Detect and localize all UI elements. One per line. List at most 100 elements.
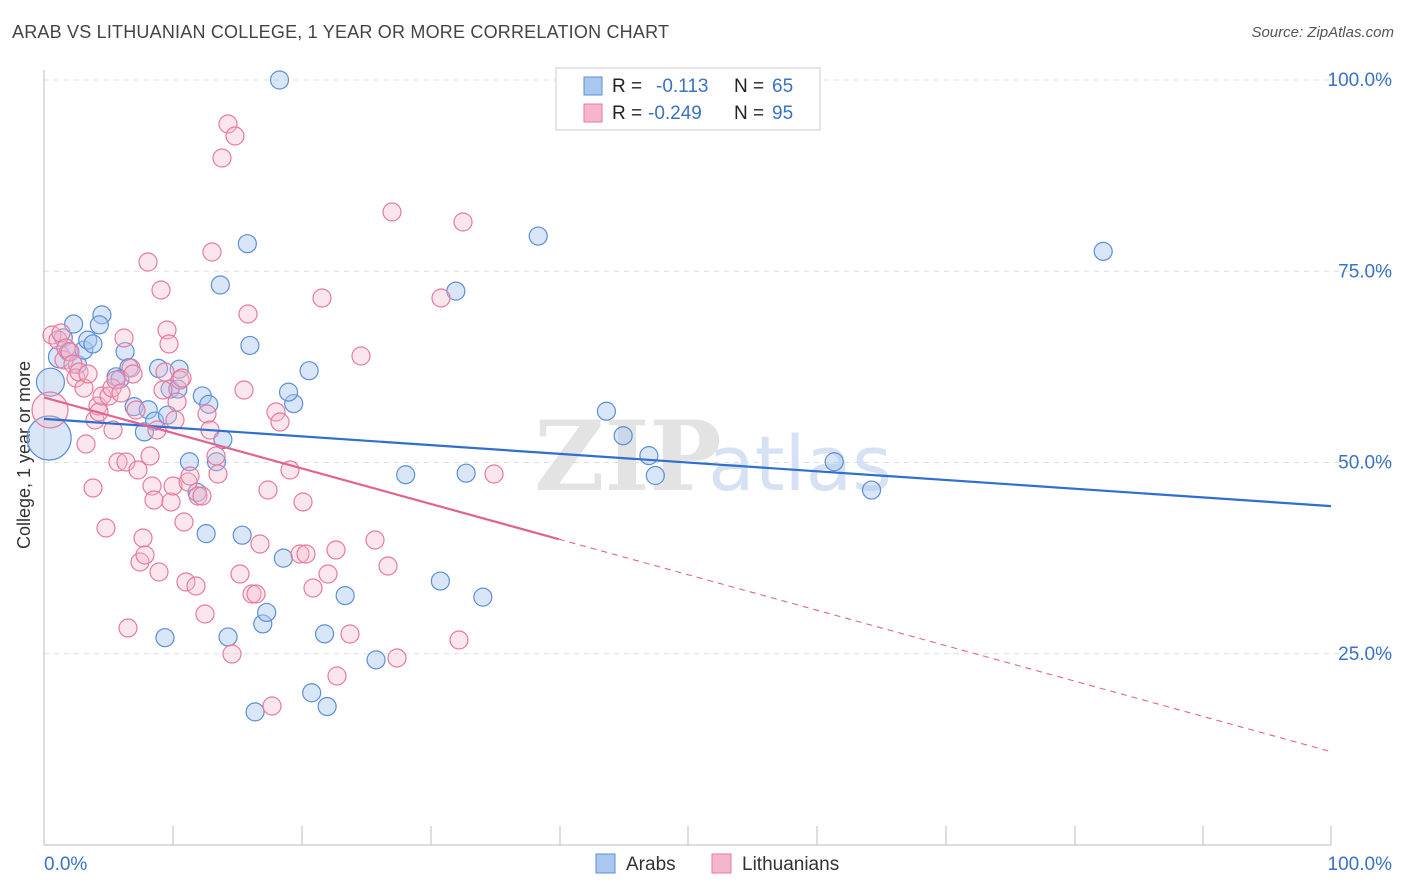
lith-point <box>138 252 158 272</box>
arab-point <box>613 426 633 446</box>
lith-point <box>172 368 192 388</box>
lith-point <box>327 666 347 686</box>
lith-point <box>303 578 323 598</box>
lith-point <box>176 572 196 592</box>
arab-point <box>245 702 265 722</box>
arab-point <box>278 382 299 402</box>
arab-point <box>179 452 200 472</box>
lith-point <box>108 452 128 472</box>
lith-point <box>208 464 228 484</box>
lith-point <box>103 420 123 440</box>
arab-point <box>456 463 476 483</box>
lith-point <box>151 280 171 300</box>
lith-point <box>312 288 332 308</box>
lith-point <box>258 480 278 500</box>
grid-layer <box>44 79 1392 655</box>
lith-point <box>96 518 116 538</box>
lith-point <box>453 212 473 232</box>
y-tick-label-25: 25.0% <box>1338 644 1392 665</box>
arab-trend-line <box>43 417 1332 508</box>
lith-point <box>135 545 155 565</box>
lith-point <box>230 564 250 584</box>
y-tick-label-75: 75.0% <box>1338 261 1392 282</box>
chart-title: ARAB VS LITHUANIAN COLLEGE, 1 YEAR OR MO… <box>12 22 670 42</box>
lith-point <box>222 644 242 664</box>
arab-point <box>218 627 238 647</box>
arab-point <box>78 330 98 350</box>
lith-points-group <box>31 114 504 716</box>
lith-point <box>167 392 187 412</box>
arab-point <box>473 587 493 607</box>
lith-point <box>142 476 162 496</box>
arab-point <box>196 524 216 544</box>
lith-point <box>180 466 200 486</box>
lith-point <box>318 564 338 584</box>
lith-point <box>296 544 316 564</box>
arab-point <box>824 452 844 472</box>
arab-point <box>83 334 103 354</box>
lith-point <box>123 364 143 384</box>
lith-point <box>157 320 177 340</box>
arab-point <box>861 480 882 500</box>
lith-point <box>111 383 131 403</box>
arab-point <box>237 234 257 254</box>
lith-point <box>114 328 134 348</box>
y-tick-label-50: 50.0% <box>1338 453 1392 474</box>
lith-point <box>382 202 402 222</box>
bottom-legend: Arabs Lithuanians <box>595 853 839 875</box>
legend-box: R = -0.113 N = 65 R = -0.249 N = 95 <box>555 67 821 131</box>
lith-point <box>351 346 371 366</box>
legend-arab-n-value: 65 <box>772 76 793 97</box>
arab-point <box>35 367 66 397</box>
lith-point <box>188 486 208 506</box>
arab-point <box>26 415 72 461</box>
lith-point <box>202 242 222 262</box>
lith-point <box>449 630 469 650</box>
trend-layer <box>43 396 1332 753</box>
lith-point <box>197 404 217 424</box>
arab-point <box>232 525 252 545</box>
legend-lith-swatch <box>583 103 603 123</box>
lith-point <box>155 362 175 382</box>
arab-point <box>396 465 416 485</box>
arab-point <box>1093 241 1113 261</box>
lith-point <box>262 696 282 716</box>
bottom-legend-lith-swatch <box>711 853 732 874</box>
lith-point <box>83 478 103 498</box>
watermark-atlas: atlas <box>708 419 892 508</box>
watermark-zip: ZIP <box>534 400 721 513</box>
arab-point <box>89 315 109 335</box>
legend-lith-r-value: -0.249 <box>648 103 702 124</box>
lith-point <box>242 584 262 604</box>
lith-point <box>340 624 360 644</box>
lith-point <box>60 342 80 362</box>
arab-point <box>240 335 260 356</box>
lith-point <box>161 492 181 512</box>
arab-point <box>299 361 319 381</box>
tick-labels-group: 25.0% 50.0% 75.0% 100.0% 0.0% 100.0% <box>44 70 1392 875</box>
lith-point <box>225 126 245 146</box>
lith-point <box>326 540 346 560</box>
bottom-legend-lith-label: Lithuanians <box>742 854 839 875</box>
lith-point <box>484 464 504 484</box>
lith-point <box>186 576 206 596</box>
legend-arab-r-label: R = <box>612 76 642 97</box>
legend-arab-swatch <box>583 76 603 96</box>
legend-lith-r-label: R = <box>612 103 642 124</box>
lith-point <box>293 492 313 512</box>
lith-point <box>92 386 112 406</box>
lith-point <box>238 304 258 324</box>
arab-point <box>257 602 277 623</box>
lith-point <box>246 584 266 604</box>
lith-point <box>206 446 226 466</box>
lith-point <box>78 364 98 384</box>
lith-point <box>387 648 407 668</box>
lith-point <box>212 148 232 168</box>
lith-point <box>133 528 153 548</box>
arab-point <box>366 650 386 670</box>
lith-trend-line-dashed <box>558 538 1332 753</box>
arab-point <box>273 548 293 568</box>
y-tick-label-100: 100.0% <box>1328 70 1393 91</box>
lith-point <box>234 380 254 400</box>
